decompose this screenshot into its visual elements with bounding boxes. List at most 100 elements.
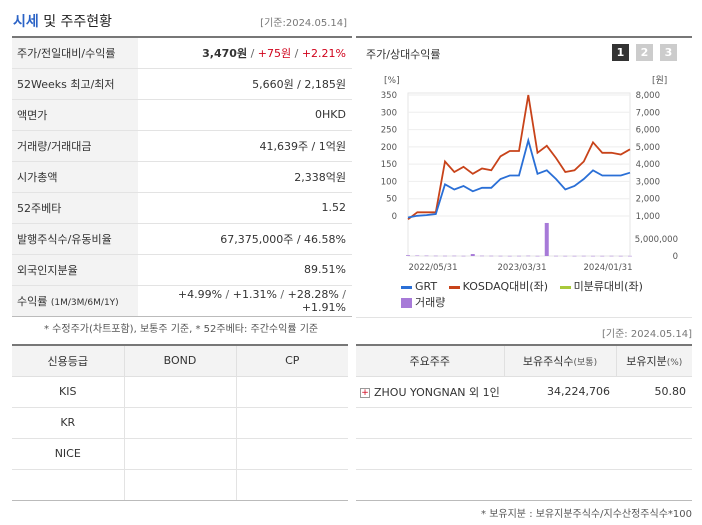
table-cell [12,469,125,501]
price-label: 주가/전일대비/수익률 [12,37,138,69]
section-title: 시세 및 주주현황 [13,14,113,30]
table-cell [124,438,237,470]
volume-bar [517,255,521,257]
price-value: 3,470원 / +75원 / +2.21% [138,37,352,69]
volume-bar [618,255,623,257]
table-cell: NICE [12,438,125,470]
holder-name[interactable]: + ZHOU YONGNAN 외 1인 [356,376,504,408]
table-row: NICE [12,438,348,470]
left-tick-label: 150 [381,160,397,170]
right-tick-label: 3,000 [636,177,660,187]
x-tick-label: 2024/01/31 [584,263,633,273]
table-row: KR [12,407,348,439]
shares-label: 발행주식수/유동비율 [12,223,138,255]
volume-bar [554,255,558,257]
cp-header: CP [236,345,348,377]
left-tick-label: 50 [386,195,397,205]
credit-header: 신용등급 [12,345,125,377]
volume-bar [591,255,595,257]
table-cell [236,407,348,439]
credit-rating-table: 신용등급 BOND CP KIS KR NICE [12,344,348,501]
beta-label: 52주베타 [12,192,138,224]
beta-value: 1.52 [138,192,352,224]
volume-bar [470,254,475,256]
major-shareholders-table: 주요주주 보유주식수(보통) 보유지분(%) + ZHOU YONGNAN 외 1… [356,344,692,501]
par-label: 액면가 [12,99,138,131]
return-label: 수익률 (1M/3M/6M/1Y) [12,285,138,317]
volume-bar [544,222,549,256]
table-row: + ZHOU YONGNAN 외 1인 34,224,706 50.80 [356,376,692,408]
chart-title: 주가/상대수익률 [366,48,441,61]
chart-legend: GRT KOSDAQ대비(좌) 미분류대비(좌) 거래량 [401,278,691,310]
legend-item-volume: 거래량 [401,294,445,310]
w52-label: 52Weeks 최고/최저 [12,68,138,100]
volume-bar [424,255,429,257]
bond-header: BOND [124,345,237,377]
holders-reference-date: [기준: 2024.05.14] [601,329,692,340]
volume-bar [461,255,466,257]
shares-header: 보유주식수(보통) [504,345,617,377]
table-row [356,469,692,501]
right-tick-label: 5,000 [636,143,660,153]
table-cell: KIS [12,376,125,408]
chart-page-1-button[interactable]: 1 [612,44,629,61]
legend-item-kosdaq: KOSDAQ대비(좌) [448,278,548,294]
table-row [356,438,692,470]
kosdaq-series-line [407,94,631,221]
table-cell [124,376,237,408]
table-cell: KR [12,407,125,439]
volume-bar [415,255,420,257]
reference-date: [기준:2024.05.14] [260,18,347,29]
table-row: 시가총액 2,338억원 [12,161,352,193]
volume-bar [563,255,568,257]
table-row: KIS [12,376,348,408]
mcap-label: 시가총액 [12,161,138,193]
chart-page-2-button[interactable]: 2 [636,44,653,61]
left-tick-label: 200 [381,143,397,153]
right-tick-label: 8,000 [636,91,660,101]
par-value: 0HKD [138,99,352,131]
chart-svg: [%] [원] 350 300 250 200 150 100 50 0 8,000 7,000 6,0… [381,75,678,273]
table-cell [236,469,348,501]
return-value: +4.99% / +1.31% / +28.28% / +1.91% [138,285,352,317]
shares-value: 67,375,000주 / 46.58% [138,223,352,255]
mcap-value: 2,338억원 [138,161,352,193]
x-tick-label: 2023/03/31 [498,263,547,273]
volume-bar [507,255,512,257]
volume-bar [581,255,586,257]
table-cell [124,469,237,501]
table-row: 수익률 (1M/3M/6M/1Y) +4.99% / +1.31% / +28.… [12,285,352,317]
volume-bar [609,255,614,257]
table-row: 발행주식수/유동비율 67,375,000주 / 46.58% [12,223,352,255]
right-axis-unit: [원] [652,75,667,86]
foreign-value: 89.51% [138,254,352,286]
volume-bar [600,255,605,257]
left-tick-label: 100 [381,177,397,187]
table-cell [236,438,348,470]
table-cell [124,407,237,439]
left-tick-label: 350 [381,91,397,101]
legend-item-grt: GRT [401,280,437,293]
quote-footnote: * 수정주가(차트포함), 보통주 기준, * 52주베타: 주간수익률 기준 [44,324,319,335]
table-row: 거래량/거래대금 41,639주 / 1억원 [12,130,352,162]
right-tick-label: 4,000 [636,160,660,170]
expand-icon[interactable]: + [360,387,370,398]
w52-value: 5,660원 / 2,185원 [138,68,352,100]
volume-bar [498,255,503,257]
volume-bar [443,255,447,257]
right-tick-label: 6,000 [636,126,660,136]
holders-footnote: * 보유지분 : 보유지분주식수/지수산정주식수*100 [481,509,692,520]
chart-page-3-button[interactable]: 3 [660,44,677,61]
table-header-row: 주요주주 보유주식수(보통) 보유지분(%) [356,345,692,377]
volume-bar [489,255,494,257]
foreign-label: 외국인지분율 [12,254,138,286]
volume-tick-label: 5,000,000 [635,235,678,245]
volume-bar [406,255,410,256]
table-row: 외국인지분율 89.51% [12,254,352,286]
table-row: 52Weeks 최고/최저 5,660원 / 2,185원 [12,68,352,100]
volume-label: 거래량/거래대금 [12,130,138,162]
chart-panel: 주가/상대수익률 1 2 3 [%] [원] 350 300 250 200 150 100 5… [356,36,692,315]
table-cell [236,376,348,408]
left-tick-label: 0 [392,212,397,222]
legend-item-sector: 미분류대비(좌) [559,278,643,294]
